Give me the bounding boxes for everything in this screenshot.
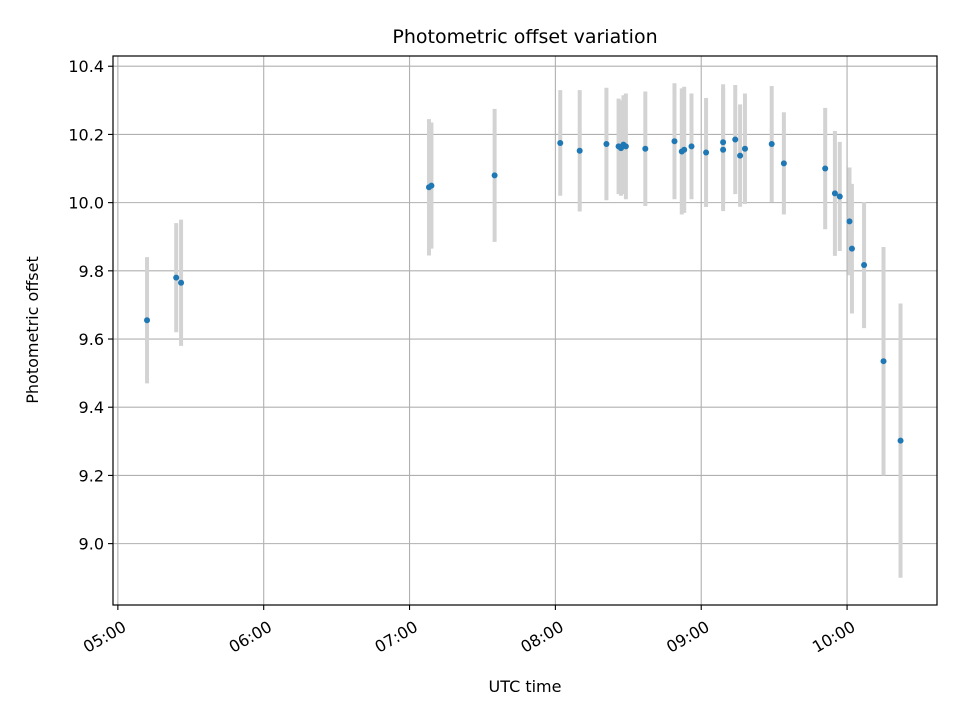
y-tick-label: 9.0 <box>79 535 104 554</box>
data-point <box>822 165 829 172</box>
data-point <box>603 140 610 147</box>
y-tick-label: 10.2 <box>68 125 104 144</box>
data-point <box>831 190 838 197</box>
data-point <box>681 146 688 153</box>
data-point <box>732 136 739 143</box>
y-tick-label: 10.4 <box>68 57 104 76</box>
y-tick-label: 10.0 <box>68 194 104 213</box>
data-point <box>741 145 748 152</box>
y-tick-label: 9.6 <box>79 330 104 349</box>
y-axis-label: Photometric offset <box>23 256 42 404</box>
data-point <box>720 139 727 146</box>
y-tick-label: 9.4 <box>79 398 104 417</box>
data-point <box>428 182 435 189</box>
data-point <box>848 245 855 252</box>
plot-frame <box>112 55 938 606</box>
x-axis-label: UTC time <box>489 677 562 696</box>
data-point <box>491 172 498 179</box>
y-tick-label: 9.2 <box>79 466 104 485</box>
data-points <box>144 136 904 444</box>
grid <box>113 56 937 605</box>
data-point <box>144 317 151 324</box>
data-point <box>642 145 649 152</box>
data-point <box>720 146 727 153</box>
data-point <box>846 218 853 225</box>
data-point <box>737 152 744 159</box>
data-point <box>880 358 887 365</box>
chart-title: Photometric offset variation <box>392 26 657 48</box>
data-point <box>557 139 564 146</box>
data-point <box>780 160 787 167</box>
data-point <box>897 437 904 444</box>
data-point <box>622 143 629 150</box>
data-point <box>671 138 678 145</box>
data-point <box>768 140 775 147</box>
y-axis-ticks: 9.0 9.2 9.4 9.6 9.8 10.0 10.2 10.4 <box>68 57 113 554</box>
data-point <box>178 279 185 286</box>
data-point <box>173 274 180 281</box>
data-point <box>861 262 868 269</box>
data-point <box>688 143 695 150</box>
data-point <box>703 149 710 156</box>
data-point <box>836 193 843 200</box>
y-tick-label: 9.8 <box>79 262 104 281</box>
data-point <box>576 147 583 154</box>
